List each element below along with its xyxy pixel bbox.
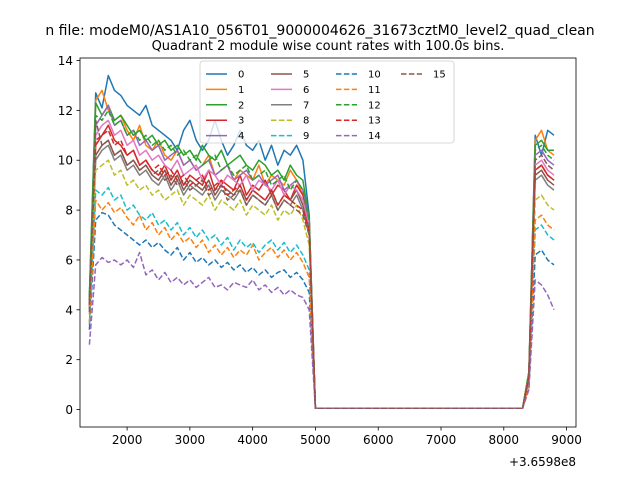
y-tick-label: 4 [65,303,73,317]
x-offset-label: +3.6598e8 [509,455,576,469]
series-line-13 [88,129,555,410]
y-tick-label: 12 [58,104,73,118]
axes-frame [79,57,577,428]
series-line-6 [88,119,555,410]
y-tick-label: 14 [58,54,73,68]
x-tick-label: 3000 [175,433,206,447]
legend-label-10: 10 [368,70,381,81]
plot-area: 2000 3000 4000 5000 6000 7000 8000 900002468101… [58,54,582,469]
series-line-9 [88,186,555,410]
series-line-2 [88,102,554,410]
legend-label-7: 7 [303,100,309,111]
legend-label-12: 12 [368,100,381,111]
legend-label-1: 1 [238,85,244,96]
series-line-14 [88,251,555,410]
series-line-3 [88,124,555,410]
legend-label-3: 3 [238,116,244,127]
legend-box [199,60,455,144]
y-tick-label: 8 [65,204,73,218]
series-line-5 [88,139,555,410]
legend-label-14: 14 [368,131,381,142]
legend-label-13: 13 [368,116,381,127]
legend-label-11: 11 [368,85,381,96]
y-tick-label: 2 [65,353,73,367]
y-tick-label: 0 [65,403,73,417]
legend-label-6: 6 [303,85,309,96]
chart-title: Quadrant 2 module wise count rates with … [152,39,505,54]
legend-label-0: 0 [238,70,244,81]
x-tick-label: 5000 [300,433,331,447]
legend-label-5: 5 [303,70,309,81]
x-tick-label: 9000 [551,433,582,447]
x-tick-label: 6000 [363,433,394,447]
series-line-8 [88,159,555,410]
legend-label-2: 2 [238,100,244,111]
legend-label-4: 4 [238,131,244,142]
x-tick-label: 4000 [237,433,268,447]
y-tick-label: 10 [58,154,73,168]
x-tick-label: 8000 [489,433,520,447]
series-line-4 [88,104,555,410]
legend-label-9: 9 [303,131,309,142]
x-tick-label: 2000 [112,433,143,447]
figure-suptitle: n file: modeM0/AS1A10_056T01_9000004626_… [45,23,594,39]
legend-label-15: 15 [433,70,446,81]
series-line-15 [88,119,555,410]
series-line-10 [88,211,555,410]
series-line-7 [88,144,555,410]
y-tick-label: 6 [65,253,73,267]
legend-label-8: 8 [303,116,309,127]
x-tick-label: 7000 [426,433,457,447]
series-line-11 [88,199,555,410]
